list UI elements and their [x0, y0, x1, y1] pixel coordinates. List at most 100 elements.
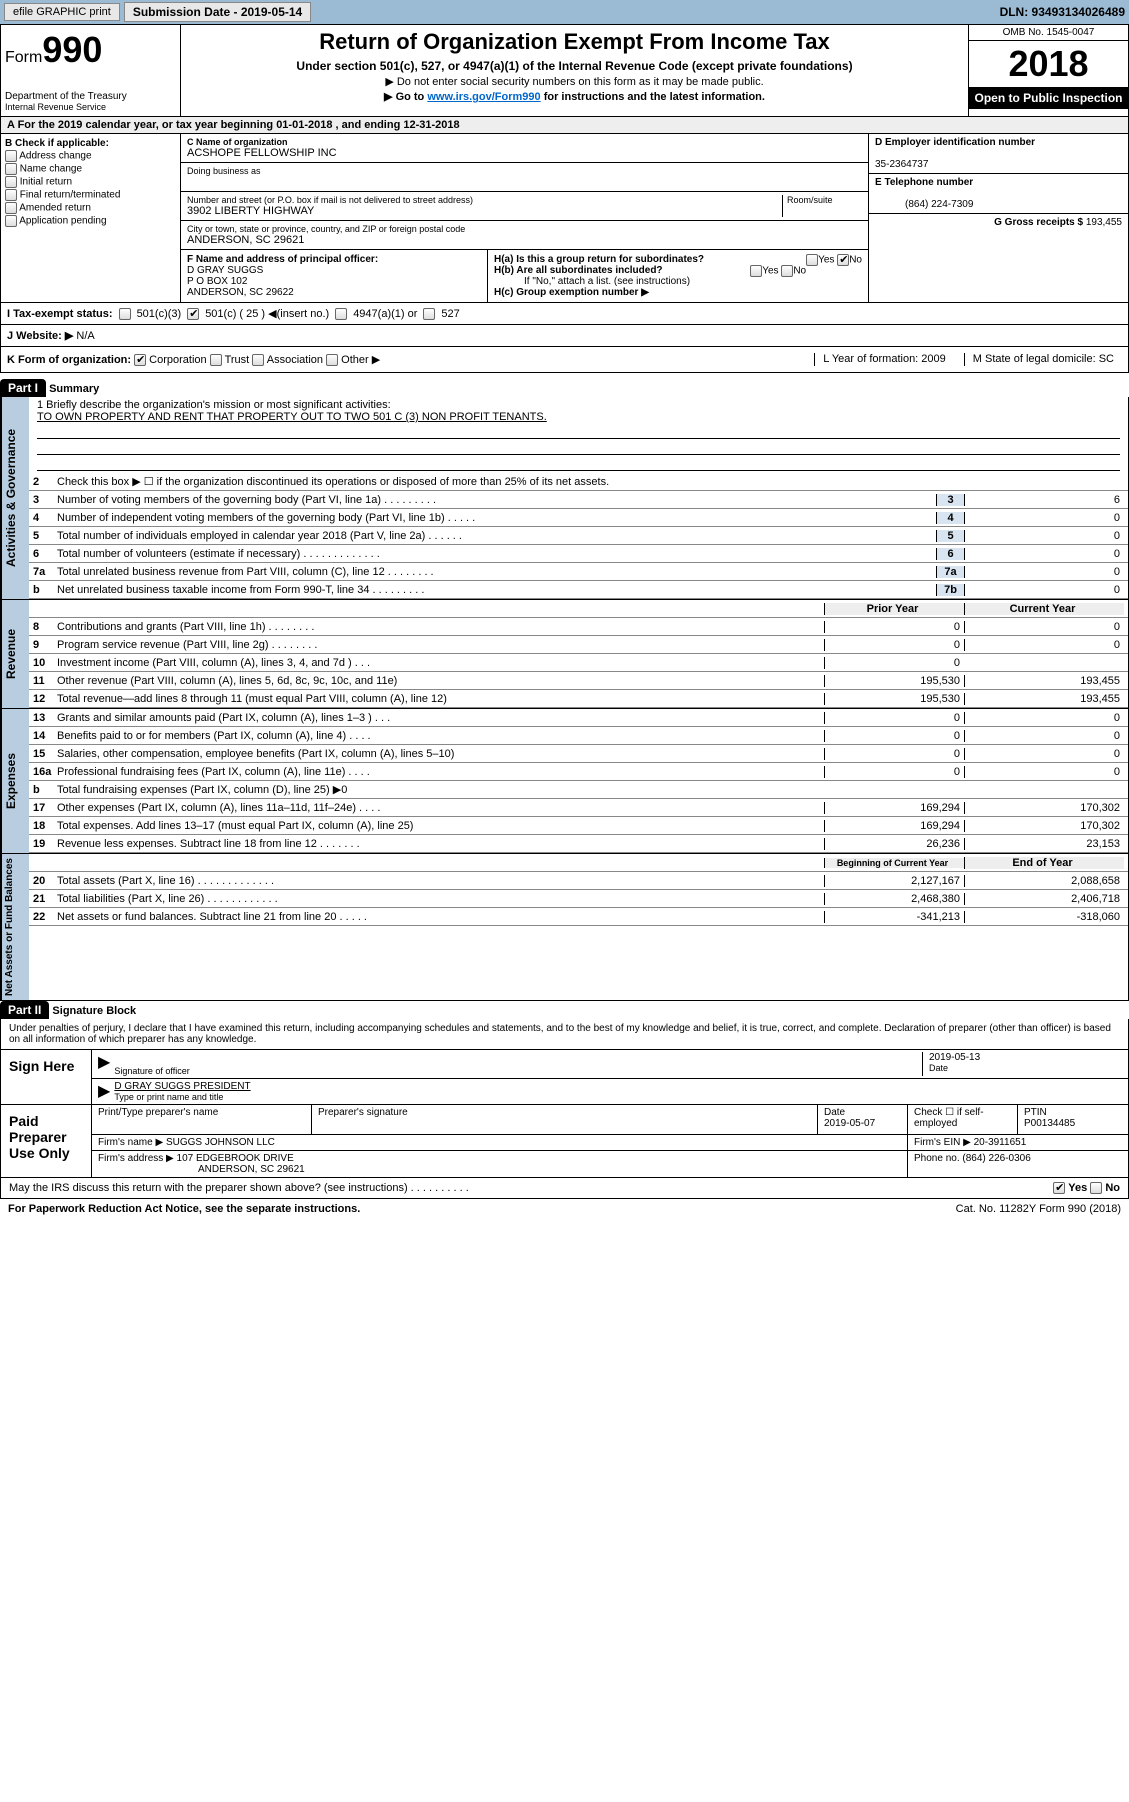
sig-officer-lbl: Signature of officer: [114, 1066, 922, 1076]
room-lbl: Room/suite: [787, 195, 862, 205]
row-j-web: J Website: ▶ N/A: [0, 325, 1129, 347]
officer-addr1: P O BOX 102: [187, 276, 247, 287]
city-state: ANDERSON, SC 29621: [187, 234, 862, 246]
firmaddr-lbl: Firm's address ▶: [98, 1153, 174, 1164]
street-addr: 3902 LIBERTY HIGHWAY: [187, 205, 782, 217]
gross-receipts: 193,455: [1086, 217, 1122, 228]
form-subtitle: Under section 501(c), 527, or 4947(a)(1)…: [185, 59, 964, 73]
line-19: 19Revenue less expenses. Subtract line 1…: [29, 835, 1128, 853]
paperwork-row: For Paperwork Reduction Act Notice, see …: [0, 1199, 1129, 1219]
line-8: 8Contributions and grants (Part VIII, li…: [29, 618, 1128, 636]
prep-date: 2019-05-07: [824, 1118, 875, 1129]
expenses-section: Expenses 13Grants and similar amounts pa…: [0, 709, 1129, 854]
cb-initial-return[interactable]: [5, 176, 17, 188]
summary-section: Activities & Governance 1 Briefly descri…: [0, 397, 1129, 600]
header-right: OMB No. 1545-0047 2018 Open to Public In…: [968, 25, 1128, 116]
toolbar-bar: efile GRAPHIC print Submission Date - 20…: [0, 0, 1129, 24]
efile-btn[interactable]: efile GRAPHIC print: [4, 3, 120, 21]
cb-trust[interactable]: [210, 354, 222, 366]
org-name: ACSHOPE FELLOWSHIP INC: [187, 147, 862, 159]
cb-assoc[interactable]: [252, 354, 264, 366]
part1-hdr: Part I: [0, 379, 46, 397]
col-b: B Check if applicable: Address change Na…: [1, 134, 181, 302]
cb-address-change[interactable]: [5, 150, 17, 162]
m-state: M State of legal domicile: SC: [964, 353, 1122, 366]
cb-hb-no[interactable]: [781, 265, 793, 277]
cb-name-change[interactable]: [5, 163, 17, 175]
j-lbl: J Website: ▶: [7, 330, 73, 342]
line-b: bNet unrelated business taxable income f…: [29, 581, 1128, 599]
firm-ein: 20-3911651: [974, 1137, 1027, 1148]
revenue-section: Revenue Prior YearCurrent Year 8Contribu…: [0, 600, 1129, 709]
submission-date: Submission Date - 2019-05-14: [124, 2, 311, 22]
balances-section: Net Assets or Fund Balances Beginning of…: [0, 854, 1129, 1001]
line-9: 9Program service revenue (Part VIII, lin…: [29, 636, 1128, 654]
line-21: 21Total liabilities (Part X, line 26) . …: [29, 890, 1128, 908]
cb-501c3[interactable]: [119, 308, 131, 320]
row-a-calendar: A For the 2019 calendar year, or tax yea…: [0, 117, 1129, 134]
b-label: B Check if applicable:: [5, 138, 176, 149]
side-balances: Net Assets or Fund Balances: [1, 854, 29, 1000]
cb-discuss-yes[interactable]: [1053, 1182, 1065, 1194]
city-lbl: City or town, state or province, country…: [187, 224, 862, 234]
officer-name-title: D GRAY SUGGS PRESIDENT: [114, 1081, 1122, 1092]
ssn-note: ▶ Do not enter social security numbers o…: [185, 75, 964, 88]
cb-discuss-no[interactable]: [1090, 1182, 1102, 1194]
line-18: 18Total expenses. Add lines 13–17 (must …: [29, 817, 1128, 835]
sig-date: 2019-05-13: [929, 1052, 1122, 1063]
prior-year-hdr: Prior Year: [824, 603, 964, 615]
discuss-row: May the IRS discuss this return with the…: [0, 1178, 1129, 1199]
f-lbl: F Name and address of principal officer:: [187, 254, 378, 265]
dba-lbl: Doing business as: [187, 166, 862, 176]
prep-date-lbl: Date: [824, 1107, 845, 1118]
g-lbl: G Gross receipts $: [994, 217, 1083, 228]
perjury-note: Under penalties of perjury, I declare th…: [1, 1019, 1128, 1049]
cb-other[interactable]: [326, 354, 338, 366]
cb-4947[interactable]: [335, 308, 347, 320]
part2-hdr: Part II: [0, 1001, 49, 1019]
section-bcd: B Check if applicable: Address change Na…: [0, 134, 1129, 303]
open-inspection: Open to Public Inspection: [969, 87, 1128, 109]
line-4: 4Number of independent voting members of…: [29, 509, 1128, 527]
form-header: Form990 Department of the Treasury Inter…: [0, 24, 1129, 117]
website: N/A: [76, 330, 94, 342]
prep-sig-lbl: Preparer's signature: [318, 1107, 408, 1118]
line-13: 13Grants and similar amounts paid (Part …: [29, 709, 1128, 727]
line-14: 14Benefits paid to or for members (Part …: [29, 727, 1128, 745]
k-lbl: K Form of organization:: [7, 354, 131, 366]
sign-here: Sign Here: [1, 1050, 91, 1104]
row-i-tax: I Tax-exempt status: 501(c)(3) 501(c) ( …: [0, 303, 1129, 325]
line-3: 3Number of voting members of the governi…: [29, 491, 1128, 509]
firm-phone-lbl: Phone no.: [914, 1153, 960, 1164]
officer-addr2: ANDERSON, SC 29622: [187, 287, 294, 298]
cb-ha-yes[interactable]: [806, 254, 818, 266]
part1-title: Summary: [49, 383, 99, 395]
goto-pre: ▶ Go to: [384, 91, 427, 103]
cb-hb-yes[interactable]: [750, 265, 762, 277]
end-year-hdr: End of Year: [964, 857, 1124, 869]
line-12: 12Total revenue—add lines 8 through 11 (…: [29, 690, 1128, 708]
cb-corp[interactable]: [134, 354, 146, 366]
irs-label: Internal Revenue Service: [5, 102, 176, 112]
sig-date-lbl: Date: [929, 1063, 1122, 1073]
print-name-lbl: Print/Type preparer's name: [98, 1107, 218, 1118]
cb-ha-no[interactable]: [837, 254, 849, 266]
goto-post: for instructions and the latest informat…: [541, 91, 765, 103]
irs-link[interactable]: www.irs.gov/Form990: [427, 91, 540, 103]
l-year: L Year of formation: 2009: [814, 353, 954, 366]
side-governance: Activities & Governance: [1, 397, 29, 599]
firm-ein-lbl: Firm's EIN ▶: [914, 1137, 971, 1148]
cb-amended[interactable]: [5, 202, 17, 214]
begin-year-hdr: Beginning of Current Year: [824, 858, 964, 868]
cb-501c[interactable]: [187, 308, 199, 320]
cb-app-pending[interactable]: [5, 215, 17, 227]
cb-527[interactable]: [423, 308, 435, 320]
dept-treasury: Department of the Treasury: [5, 91, 176, 102]
ha-lbl: H(a) Is this a group return for subordin…: [494, 254, 704, 265]
mission-q: 1 Briefly describe the organization's mi…: [37, 399, 1120, 411]
side-revenue: Revenue: [1, 600, 29, 708]
line-22: 22Net assets or fund balances. Subtract …: [29, 908, 1128, 926]
firm-phone: (864) 226-0306: [962, 1153, 1030, 1164]
cb-final-return[interactable]: [5, 189, 17, 201]
line-16a: 16aProfessional fundraising fees (Part I…: [29, 763, 1128, 781]
